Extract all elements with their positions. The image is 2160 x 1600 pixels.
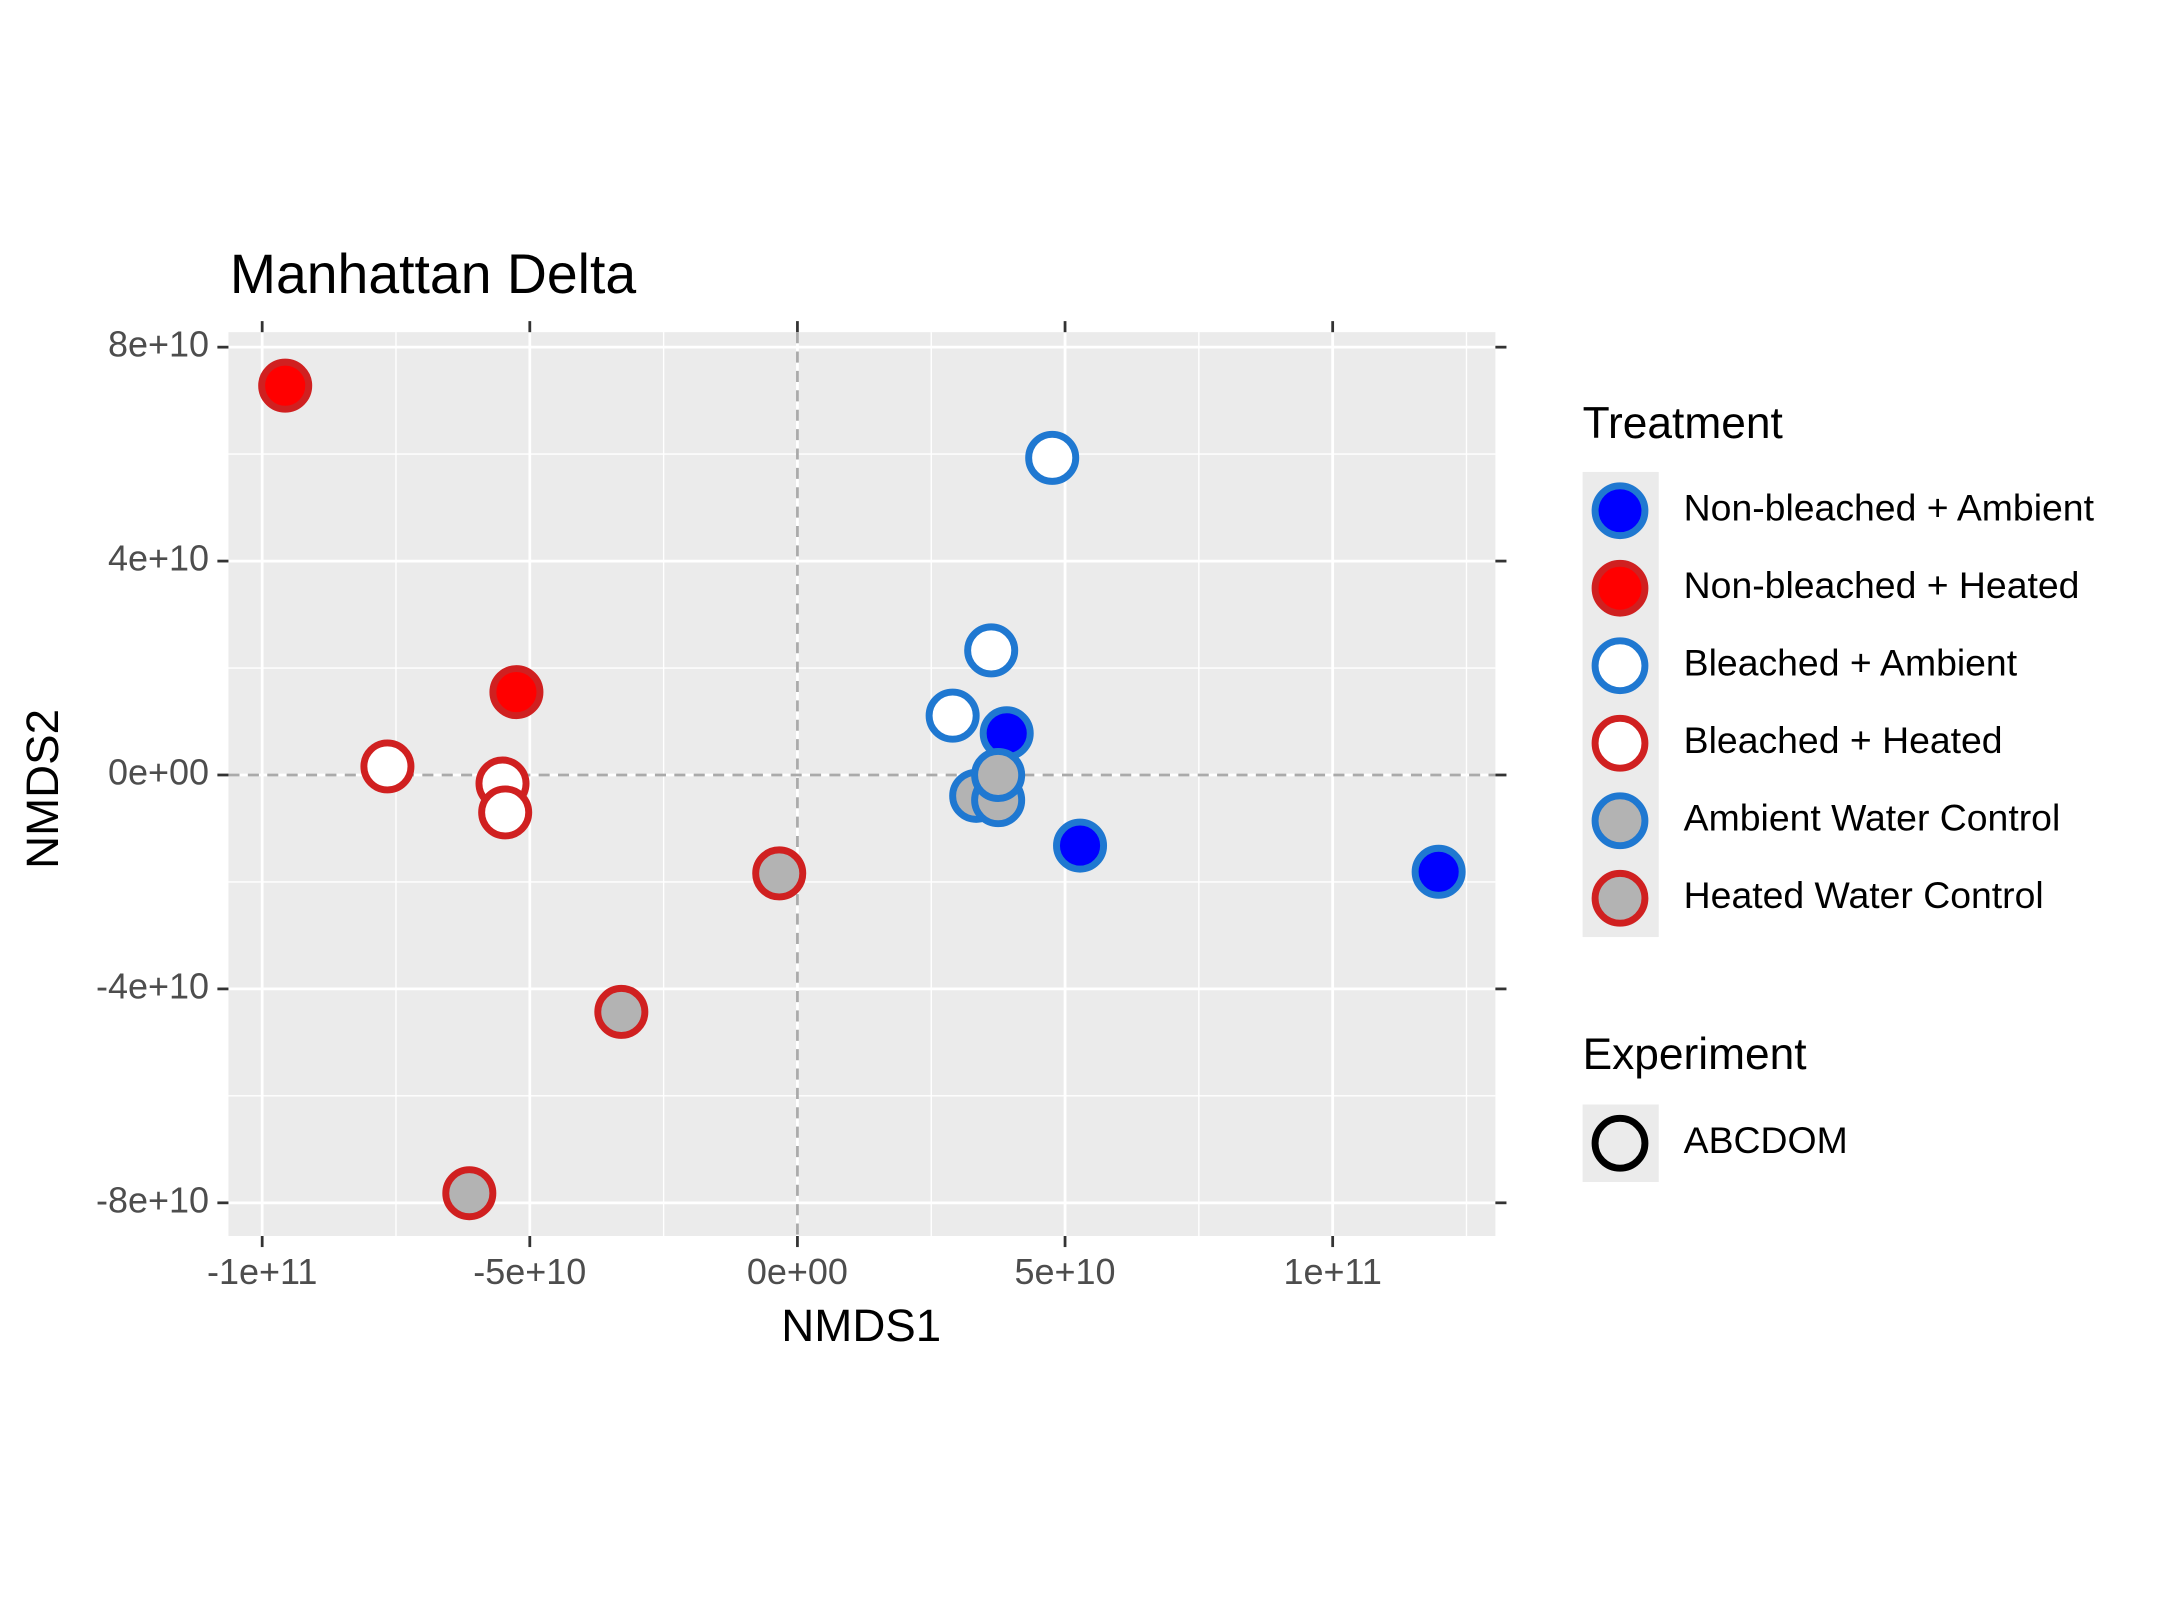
y-tick-label: 8e+10: [108, 324, 209, 365]
legend-key: [1591, 1114, 1649, 1172]
x-tick-label: 5e+10: [1014, 1251, 1115, 1292]
x-axis-title: NMDS1: [781, 1300, 941, 1351]
point: [594, 984, 649, 1039]
legend-key: [1591, 714, 1649, 772]
point: [971, 748, 1026, 802]
point: [442, 1166, 497, 1221]
legend-label: Ambient Water Control: [1684, 797, 2061, 839]
plot-panel: [228, 332, 1496, 1236]
legend-label: Heated Water Control: [1684, 874, 2044, 916]
legend-label: Bleached + Heated: [1684, 719, 2003, 761]
point: [258, 358, 313, 413]
chart-title: Manhattan Delta: [230, 243, 637, 305]
point: [1053, 818, 1108, 873]
legend-key: [1591, 637, 1649, 695]
x-tick-label: 0e+00: [747, 1251, 848, 1292]
legend-label: ABCDOM: [1684, 1119, 1848, 1161]
legend-label: Bleached + Ambient: [1684, 642, 2018, 684]
y-tick-label: -8e+10: [96, 1179, 209, 1220]
point: [964, 623, 1019, 678]
y-tick-label: -4e+10: [96, 965, 209, 1006]
y-axis-title: NMDS2: [17, 709, 68, 869]
legend-key: [1591, 482, 1649, 540]
x-tick-label: -5e+10: [473, 1251, 586, 1292]
point: [752, 846, 807, 901]
x-tick-label: -1e+11: [207, 1251, 317, 1292]
legend-title: Experiment: [1583, 1030, 1807, 1079]
point: [489, 665, 544, 720]
legend-key: [1591, 869, 1649, 927]
point: [925, 688, 980, 743]
legend-title: Treatment: [1583, 399, 1783, 448]
y-tick-label: 4e+10: [108, 538, 209, 579]
legend-key: [1591, 792, 1649, 850]
point: [1411, 844, 1466, 899]
legend-label: Non-bleached + Ambient: [1684, 487, 2095, 529]
legend-label: Non-bleached + Heated: [1684, 564, 2080, 606]
y-tick-label: 0e+00: [108, 751, 209, 792]
x-tick-label: 1e+11: [1283, 1251, 1381, 1292]
point: [1025, 430, 1080, 485]
point: [478, 785, 533, 840]
legend-key: [1591, 559, 1649, 617]
point: [360, 739, 415, 794]
